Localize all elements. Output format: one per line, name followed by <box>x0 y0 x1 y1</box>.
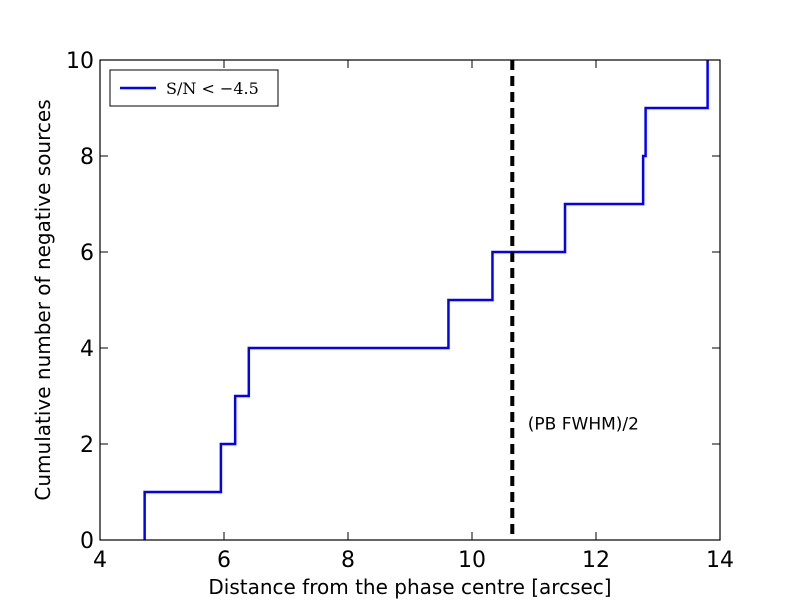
plot-frame <box>99 59 721 541</box>
y-tick-label: 0 <box>80 529 94 554</box>
y-tick-label: 10 <box>66 49 94 74</box>
x-axis-title: Distance from the phase centre [arcsec] <box>208 575 611 599</box>
y-tick-label: 2 <box>80 433 94 458</box>
x-tick-label: 10 <box>458 548 486 573</box>
y-axis-title: Cumulative number of negative sources <box>31 99 55 500</box>
legend: S/N < −4.5 <box>109 69 279 107</box>
x-tick-label: 4 <box>93 548 107 573</box>
annotation-label: (PB FWHM)/2 <box>528 415 639 435</box>
x-tick-label: 14 <box>706 548 734 573</box>
x-tick-label: 8 <box>341 548 355 573</box>
y-tick-label: 4 <box>80 337 94 362</box>
x-tick-label: 6 <box>217 548 231 573</box>
series-line <box>143 60 709 540</box>
y-tick-label: 8 <box>80 145 94 170</box>
legend-label: S/N < −4.5 <box>166 79 259 98</box>
x-tick-label: 12 <box>582 548 610 573</box>
y-tick-label: 6 <box>80 241 94 266</box>
